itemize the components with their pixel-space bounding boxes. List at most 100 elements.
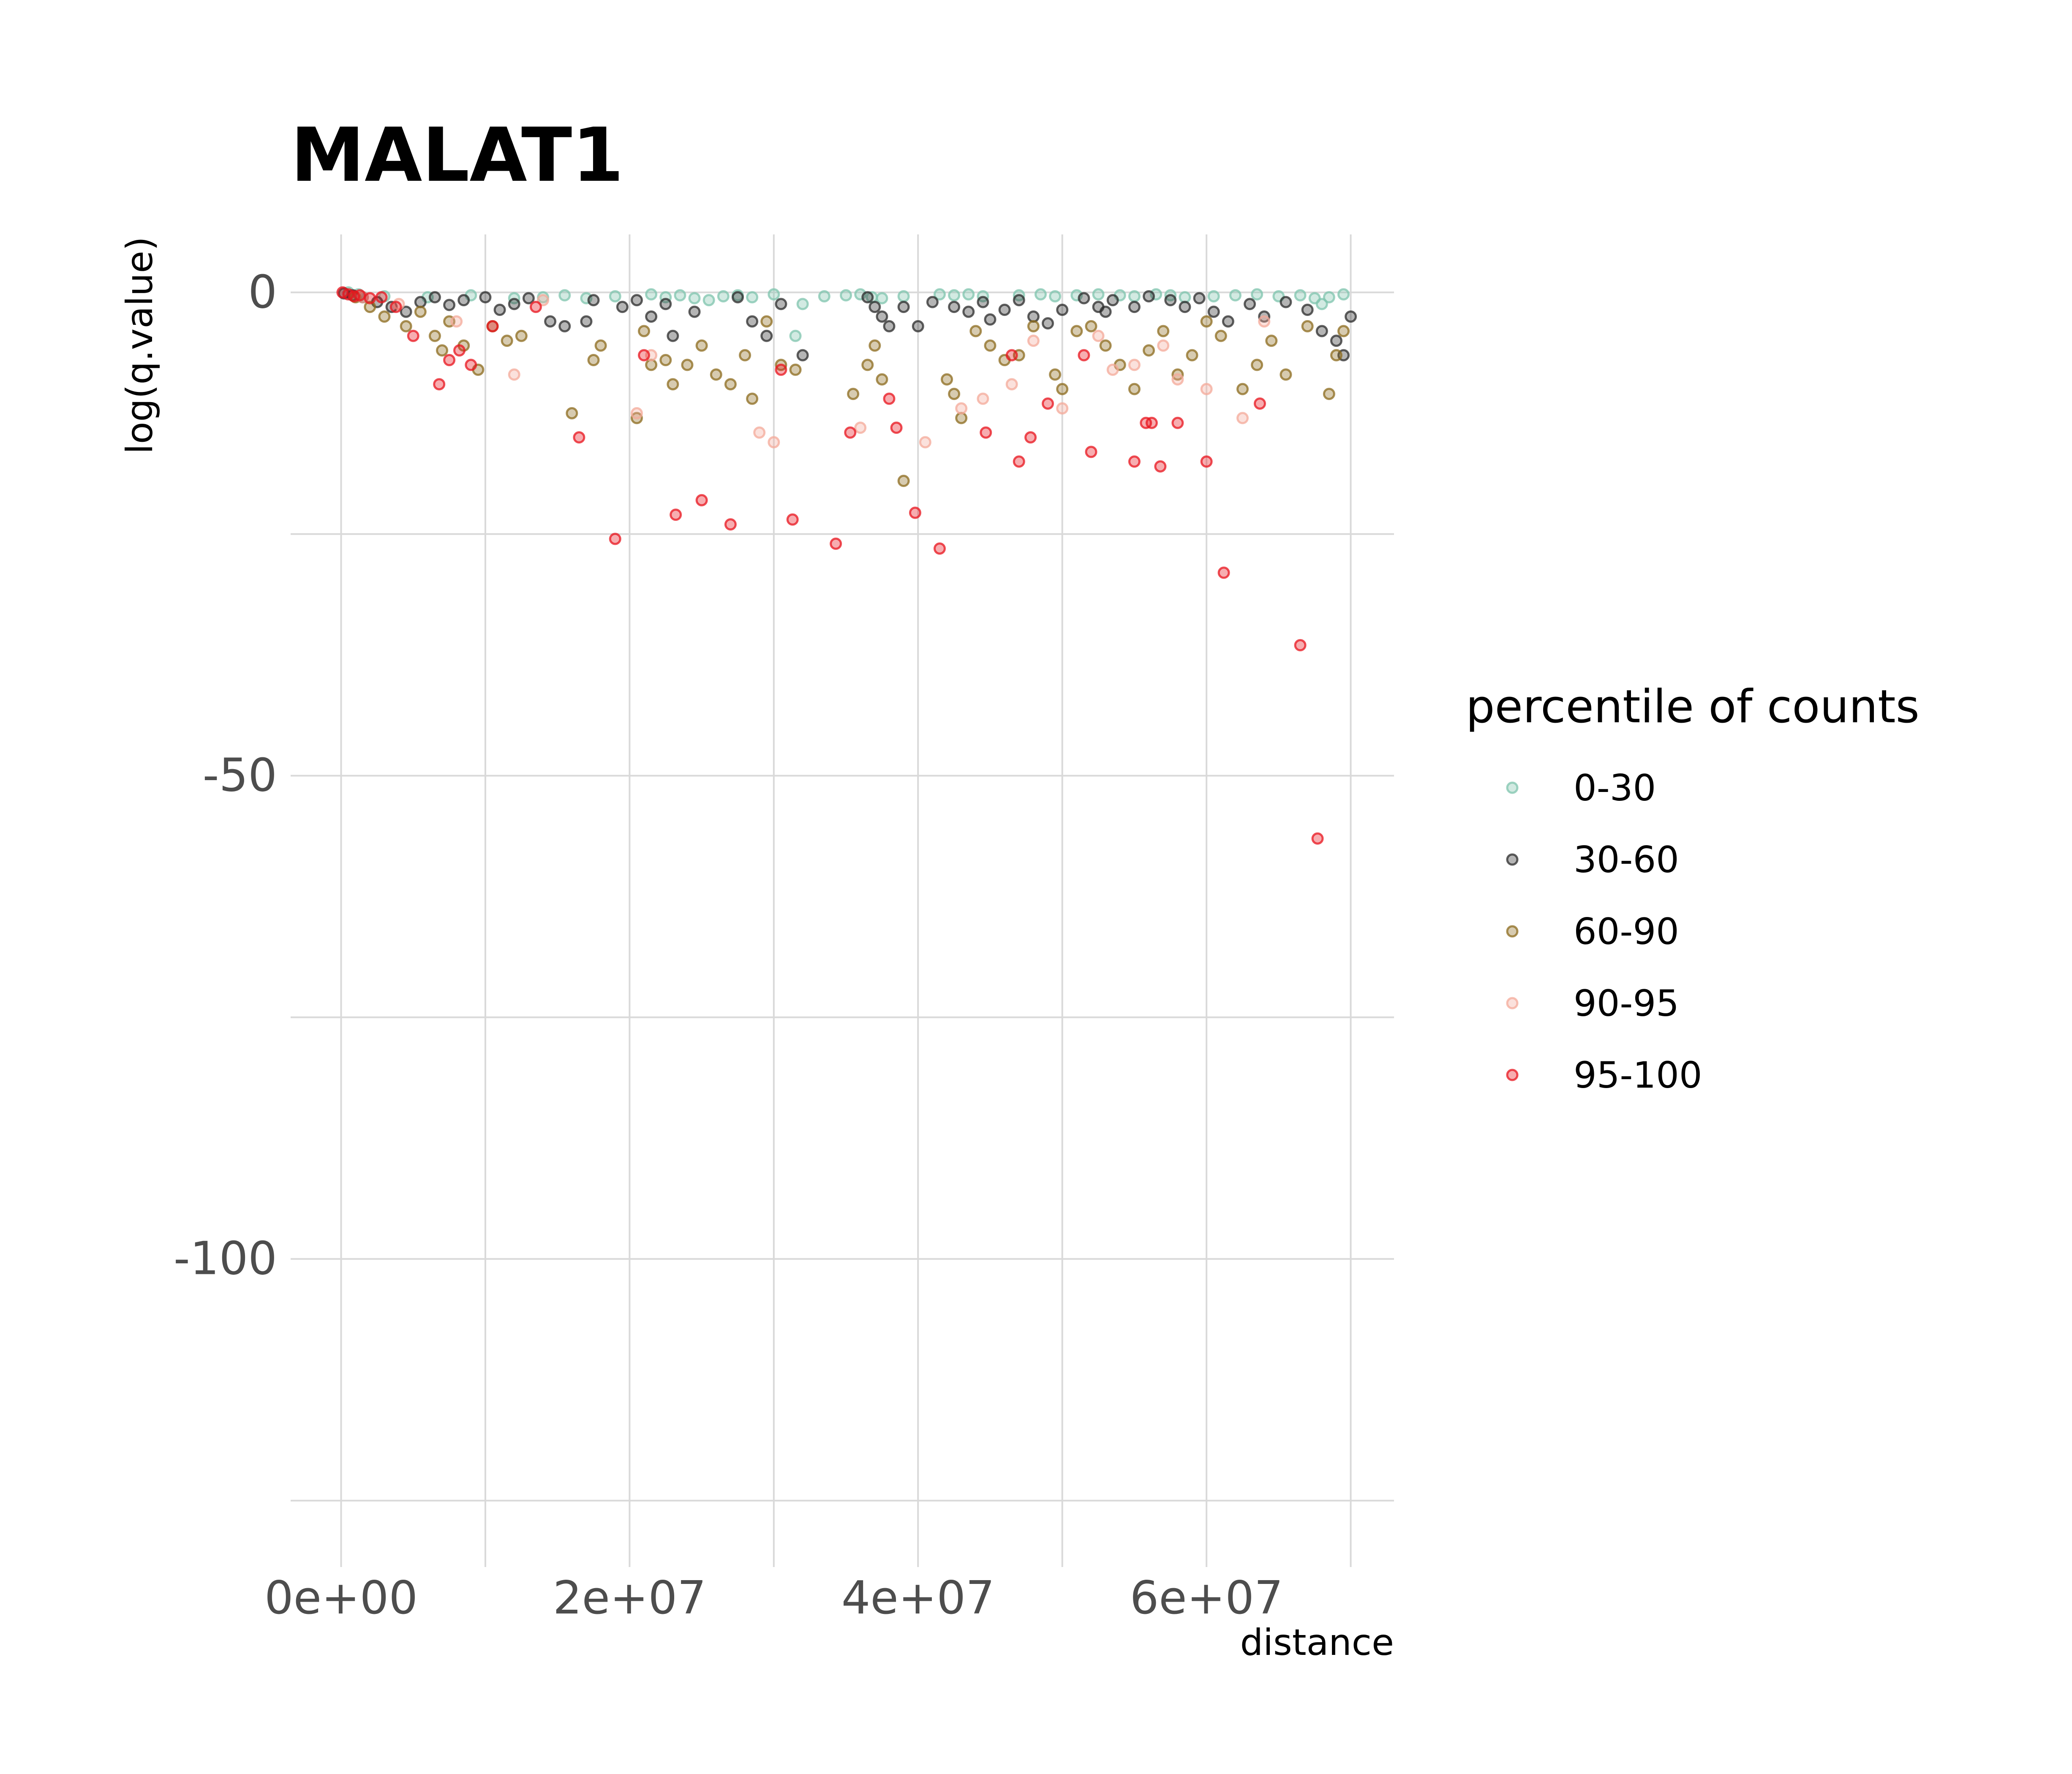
- data-point: [1100, 307, 1111, 317]
- data-point: [870, 340, 880, 351]
- data-point: [1223, 316, 1233, 327]
- data-point: [725, 519, 735, 529]
- data-point: [408, 331, 418, 341]
- data-point: [798, 350, 808, 360]
- data-point: [1255, 398, 1265, 408]
- y-axis: 0-50-100: [174, 266, 277, 1285]
- data-point: [697, 495, 707, 505]
- data-point: [1050, 370, 1060, 380]
- data-point: [502, 336, 512, 346]
- data-point: [1158, 326, 1168, 336]
- x-axis-label: distance: [1240, 1622, 1394, 1664]
- data-point: [1079, 350, 1089, 360]
- data-point: [434, 379, 444, 389]
- data-point: [1057, 403, 1067, 414]
- data-point: [1129, 360, 1139, 370]
- data-point: [1201, 384, 1212, 394]
- data-point: [1216, 331, 1226, 341]
- data-point: [1281, 370, 1291, 380]
- data-point: [1317, 326, 1327, 336]
- data-point: [725, 379, 735, 389]
- data-point: [444, 300, 455, 310]
- data-point: [1295, 640, 1305, 650]
- data-point: [1219, 568, 1229, 578]
- data-point: [740, 350, 750, 360]
- plot-grid: [291, 234, 1394, 1559]
- data-point: [1209, 291, 1219, 301]
- y-axis-label: log(q.value): [119, 237, 161, 454]
- data-point: [949, 302, 959, 312]
- data-point: [981, 427, 991, 438]
- data-point: [1338, 326, 1348, 336]
- data-point: [437, 346, 447, 356]
- data-point: [444, 355, 455, 365]
- data-point: [1230, 290, 1240, 300]
- data-point: [1302, 321, 1312, 331]
- data-point: [1129, 302, 1139, 312]
- data-point: [899, 476, 909, 486]
- data-point: [1165, 295, 1176, 305]
- data-point: [1155, 461, 1165, 471]
- data-point: [891, 423, 901, 433]
- data-point: [610, 534, 620, 544]
- data-point: [949, 290, 959, 300]
- data-point: [1266, 336, 1277, 346]
- data-point: [1050, 291, 1060, 301]
- data-point: [913, 321, 923, 331]
- data-point: [1108, 365, 1118, 375]
- data-point: [798, 299, 808, 309]
- data-point: [675, 290, 685, 300]
- data-point: [459, 295, 469, 305]
- data-points: [338, 287, 1356, 843]
- data-point: [574, 433, 584, 443]
- data-point: [863, 292, 873, 302]
- data-point: [1209, 307, 1219, 317]
- data-point: [1014, 295, 1024, 305]
- data-point: [1144, 291, 1154, 301]
- data-point: [1108, 295, 1118, 305]
- data-point: [899, 291, 909, 301]
- data-point: [1201, 457, 1212, 467]
- y-tick-label: -100: [174, 1233, 277, 1285]
- data-point: [985, 314, 995, 324]
- data-point: [845, 427, 855, 438]
- data-point: [732, 292, 743, 302]
- data-point: [877, 374, 887, 384]
- data-point: [999, 305, 1010, 315]
- data-point: [1093, 289, 1103, 299]
- data-point: [1028, 336, 1038, 346]
- data-point: [1129, 384, 1139, 394]
- legend-swatch: [1507, 783, 1517, 793]
- legend-label: 60-90: [1574, 911, 1679, 953]
- legend-entry: 60-90: [1507, 911, 1679, 953]
- data-point: [1043, 398, 1053, 408]
- data-point: [560, 290, 570, 300]
- data-point: [1007, 379, 1017, 389]
- data-point: [762, 316, 772, 327]
- data-point: [1252, 289, 1262, 299]
- data-point: [1180, 302, 1190, 312]
- data-point: [495, 305, 505, 315]
- legend-label: 90-95: [1574, 982, 1679, 1025]
- data-point: [971, 326, 981, 336]
- data-point: [718, 291, 728, 301]
- data-point: [545, 316, 555, 327]
- data-point: [1237, 384, 1247, 394]
- x-tick-label: 2e+07: [553, 1572, 706, 1624]
- data-point: [747, 394, 757, 404]
- data-point: [391, 302, 401, 312]
- data-point: [509, 370, 519, 380]
- data-point: [863, 360, 873, 370]
- x-axis: 0e+00 2e+07 4e+07 6e+07: [264, 1559, 1351, 1624]
- data-point: [682, 360, 692, 370]
- data-point: [1338, 289, 1348, 299]
- data-point: [610, 291, 620, 301]
- chart-title: MALAT1: [291, 112, 624, 199]
- data-point: [934, 544, 945, 554]
- data-point: [639, 350, 649, 360]
- data-point: [978, 297, 988, 307]
- legend-swatch: [1507, 1070, 1517, 1080]
- data-point: [1237, 413, 1247, 423]
- data-point: [697, 340, 707, 351]
- data-point: [1086, 447, 1096, 457]
